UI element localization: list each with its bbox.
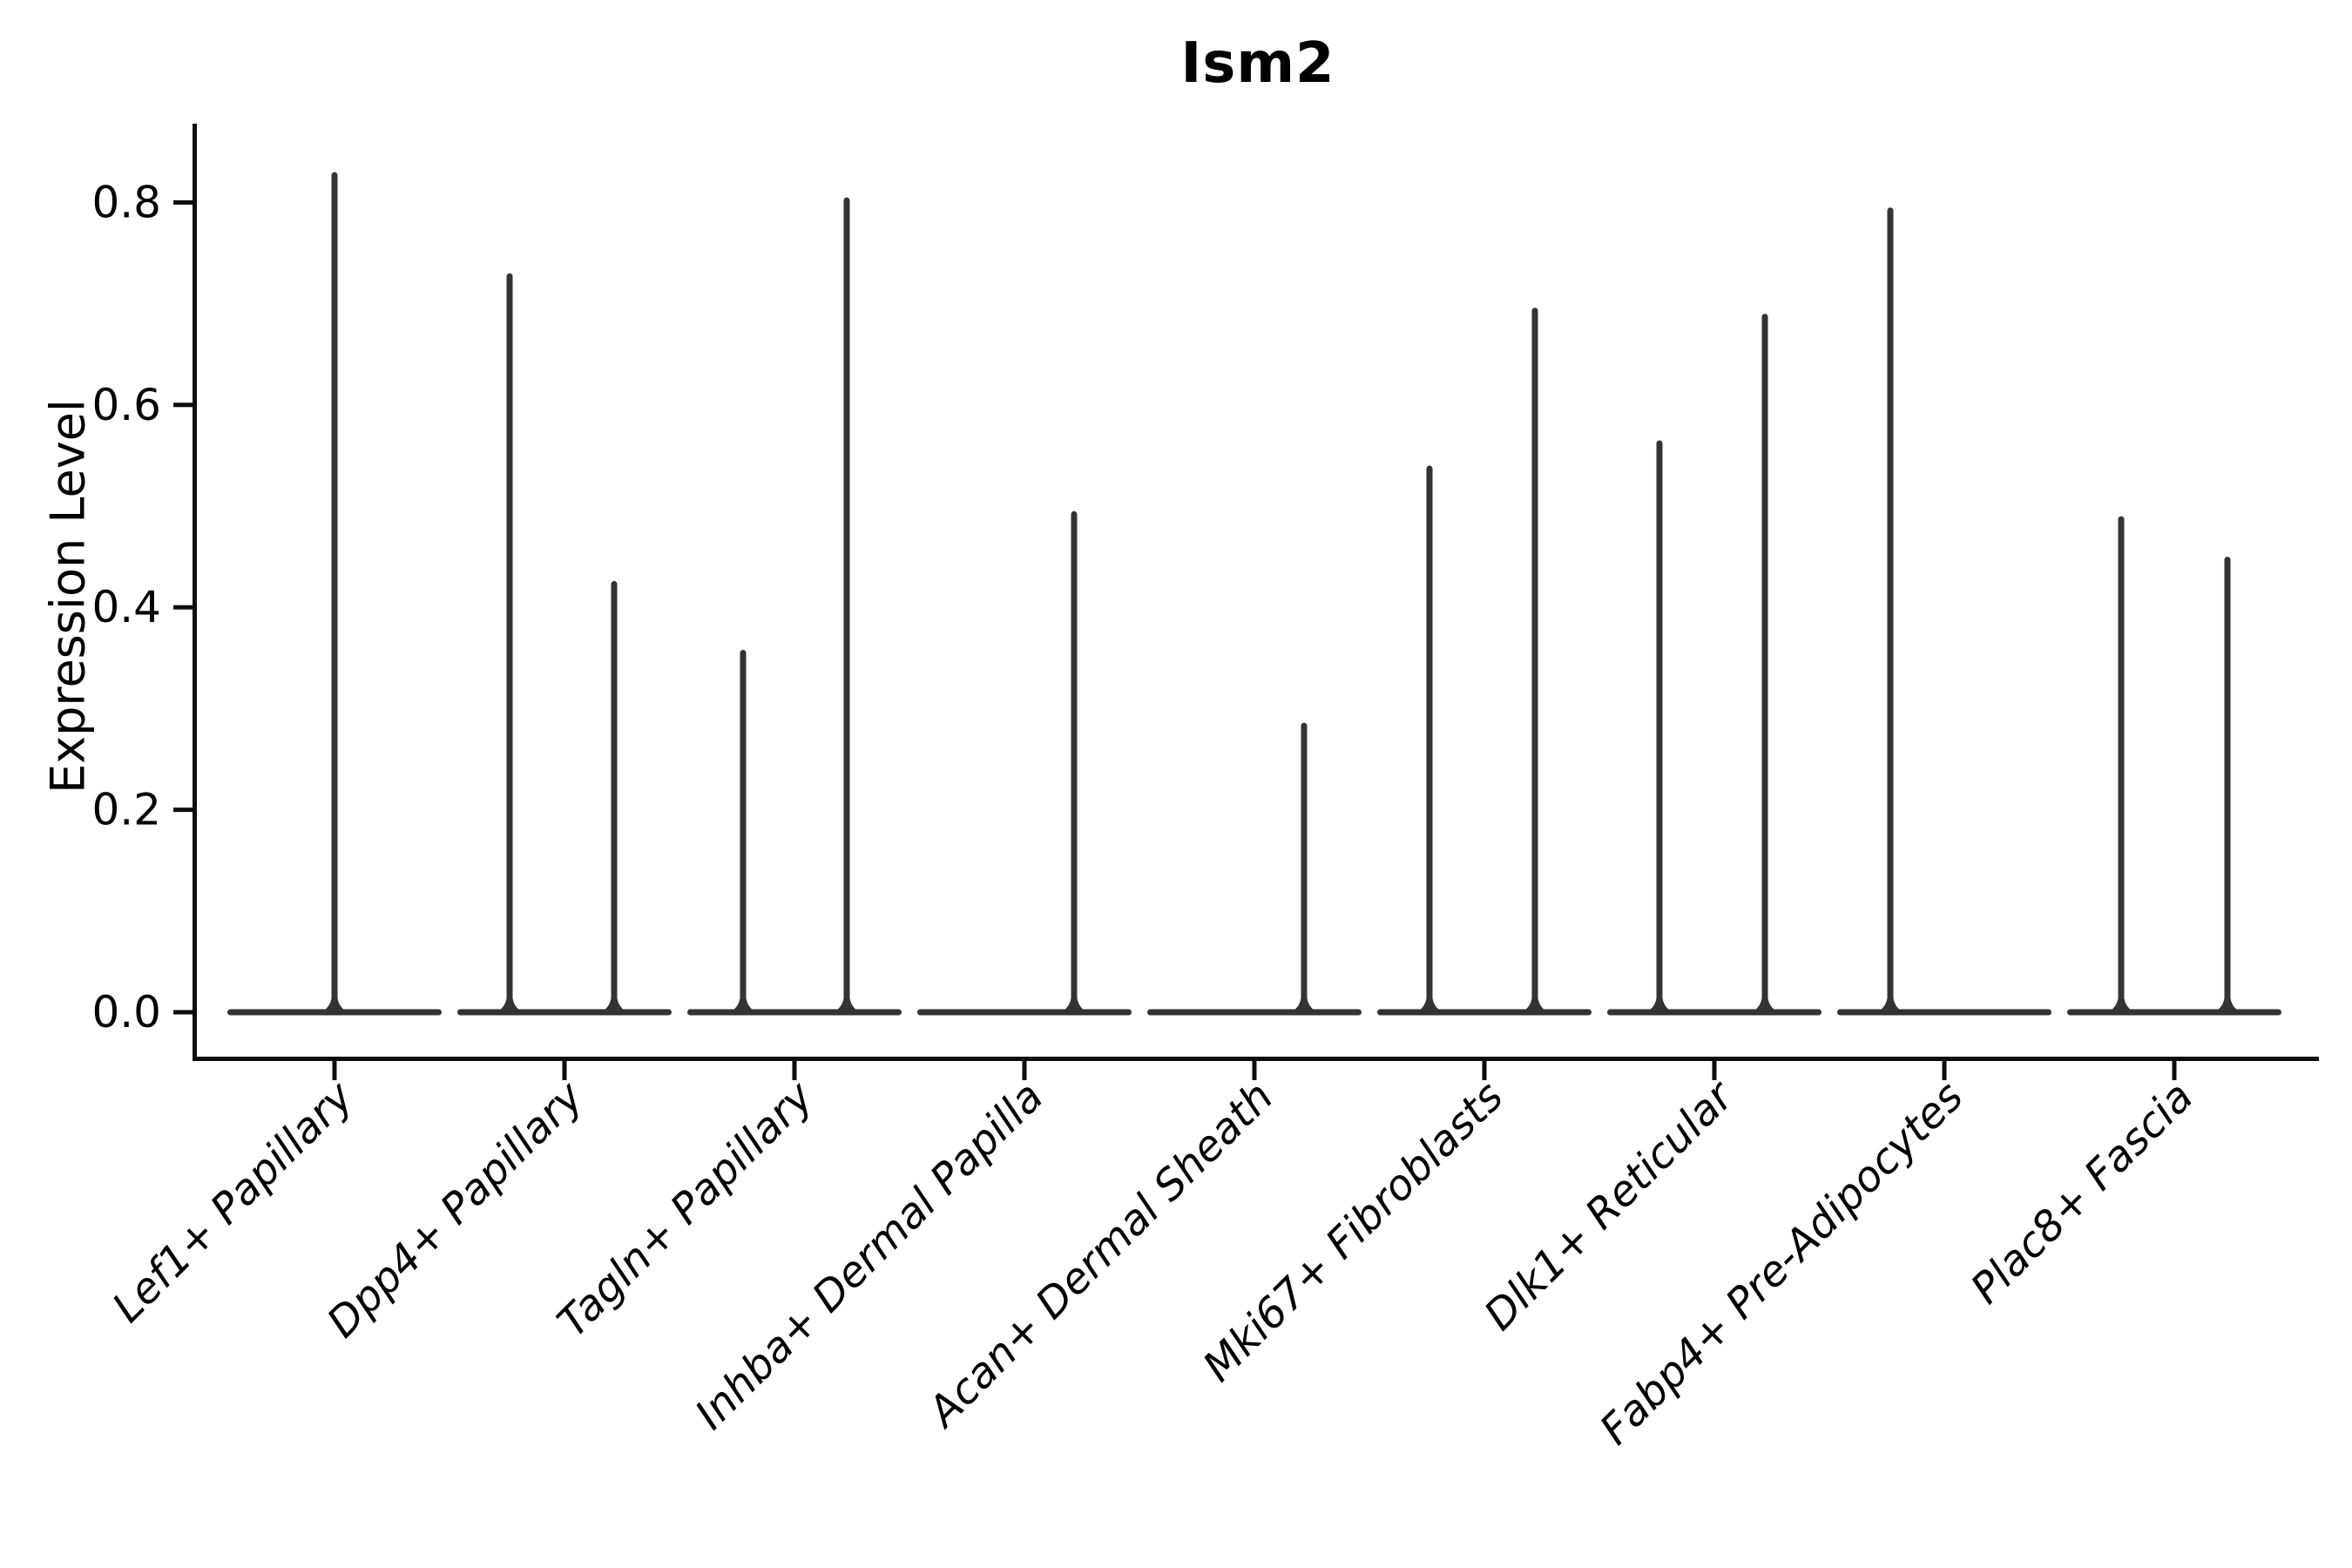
- x-tick-mark: [792, 1061, 797, 1080]
- violin-spike: [331, 172, 338, 1016]
- violin-base: [1377, 1009, 1592, 1016]
- y-axis-spine: [193, 124, 197, 1061]
- violin-base: [2067, 1009, 2281, 1016]
- y-tick-mark: [173, 199, 193, 205]
- violin-spike: [2118, 516, 2125, 1016]
- x-tick-mark: [332, 1061, 337, 1080]
- x-tick-mark: [1482, 1061, 1487, 1080]
- x-tick-mark: [1942, 1061, 1947, 1080]
- violin-base: [457, 1009, 672, 1016]
- violin-group: [1377, 308, 1592, 1016]
- violin-spike: [1887, 207, 1894, 1016]
- violin-group: [1607, 314, 1821, 1016]
- y-tick-label: 0.0: [91, 987, 161, 1037]
- x-tick-label: Dpp4+ Papillary: [318, 1071, 593, 1347]
- y-tick-mark: [173, 402, 193, 408]
- violin-spike: [1071, 510, 1078, 1016]
- y-axis: 0.0 0.2 0.4 0.6 0.8: [91, 177, 193, 1037]
- violin-base: [687, 1009, 902, 1016]
- violin-base: [1837, 1009, 2051, 1016]
- violin-group: [2067, 516, 2281, 1016]
- y-tick-mark: [173, 1010, 193, 1015]
- violin-spike: [1531, 308, 1538, 1016]
- violin-spike: [611, 580, 618, 1016]
- violin-spike: [740, 650, 747, 1016]
- violin-spike: [1301, 722, 1308, 1016]
- violin-group: [1147, 722, 1362, 1016]
- y-tick-label: 0.6: [91, 380, 161, 430]
- violin-spike: [843, 197, 850, 1016]
- violin-base: [1147, 1009, 1362, 1016]
- violin-spike: [1761, 314, 1768, 1016]
- violin-base: [917, 1009, 1132, 1016]
- x-tick-mark: [1252, 1061, 1257, 1080]
- violin-spike: [506, 273, 513, 1016]
- y-tick-label: 0.4: [91, 582, 161, 632]
- x-axis-spine: [193, 1057, 2319, 1061]
- x-tick-label: Fabp4+ Pre-Adipocytes: [1591, 1072, 1973, 1455]
- violin-group: [917, 510, 1132, 1016]
- x-tick-mark: [1712, 1061, 1717, 1080]
- chart-title: Ism2: [1180, 31, 1335, 96]
- x-tick-label: Dlk1+ Reticular: [1475, 1071, 1745, 1341]
- x-tick-label: Plac8+ Fascia: [1962, 1072, 2203, 1314]
- violin-group: [457, 273, 672, 1016]
- y-tick-mark: [173, 808, 193, 813]
- violin-spike: [1426, 465, 1433, 1016]
- violin-group: [1837, 207, 2051, 1016]
- y-tick-label: 0.2: [91, 785, 161, 835]
- violin-group: [687, 197, 902, 1016]
- y-tick-mark: [173, 605, 193, 610]
- x-tick-mark: [2172, 1061, 2177, 1080]
- violin-group: [227, 172, 442, 1016]
- x-tick-label: Lef1+ Papillary: [103, 1071, 363, 1332]
- y-tick-label: 0.8: [91, 177, 161, 227]
- x-tick-mark: [562, 1061, 567, 1080]
- x-tick-mark: [1022, 1061, 1027, 1080]
- violin-spike: [2224, 557, 2231, 1016]
- violin-spike: [1656, 440, 1663, 1016]
- x-tick-label: Tagln+ Papillary: [548, 1071, 823, 1347]
- violin-base: [1607, 1009, 1821, 1016]
